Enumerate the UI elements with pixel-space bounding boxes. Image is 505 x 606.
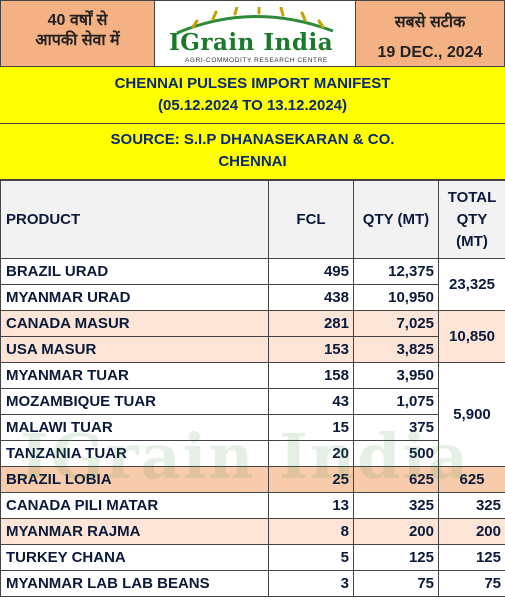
fcl-cell: 20	[268, 440, 354, 467]
source-line1: SOURCE: S.I.P DHANASEKARAN & CO.	[110, 131, 395, 148]
header-fcl: FCL	[268, 180, 354, 259]
fcl-cell: 13	[268, 492, 354, 519]
qty-cell: 12,375	[353, 258, 439, 285]
product-cell: MYANMAR TUAR	[0, 362, 269, 389]
header-total: TOTAL QTY (MT)	[438, 180, 505, 259]
product-cell: BRAZIL LOBIA	[0, 466, 269, 493]
total-cell: 325	[438, 492, 505, 519]
table-row: MYANMAR URAD 438 10,950	[0, 284, 505, 311]
title-line1: CHENNAI PULSES IMPORT MANIFEST	[114, 75, 391, 92]
fcl-cell: 25	[268, 466, 354, 493]
qty-cell: 200	[353, 518, 439, 545]
header-banner: 40 वर्षों से आपकी सेवा में IGrain India …	[0, 0, 505, 67]
product-cell: CANADA MASUR	[0, 310, 269, 337]
fcl-cell: 438	[268, 284, 354, 311]
fcl-cell: 153	[268, 336, 354, 363]
total-cell: 10,850	[438, 310, 505, 363]
product-cell: MOZAMBIQUE TUAR	[0, 388, 269, 415]
igrain-logo: IGrain India AGRI-COMMODITY RESEARCH CEN…	[163, 7, 349, 64]
qty-cell: 1,075	[353, 388, 439, 415]
product-cell: MYANMAR LAB LAB BEANS	[0, 570, 269, 597]
table-row: CANADA MASUR 281 7,025 10,850	[0, 310, 505, 363]
total-cell: 625	[438, 466, 505, 493]
product-cell: TANZANIA TUAR	[0, 440, 269, 467]
fcl-cell: 8	[268, 518, 354, 545]
total-cell: 75	[438, 570, 505, 597]
fcl-cell: 158	[268, 362, 354, 389]
qty-cell: 75	[353, 570, 439, 597]
qty-cell: 325	[353, 492, 439, 519]
table-row: MYANMAR TUAR 158 3,950 5,900	[0, 362, 505, 467]
report-title: CHENNAI PULSES IMPORT MANIFEST (05.12.20…	[0, 67, 505, 124]
brand-tagline: AGRI-COMMODITY RESEARCH CENTRE	[185, 57, 328, 64]
qty-cell: 10,950	[353, 284, 439, 311]
total-cell: 200	[438, 518, 505, 545]
product-cell: CANADA PILI MATAR	[0, 492, 269, 519]
wheat-arc-icon	[176, 7, 334, 35]
header-qty: QTY (MT)	[353, 180, 439, 259]
product-cell: BRAZIL URAD	[0, 258, 269, 285]
qty-cell: 3,825	[353, 336, 439, 363]
qty-cell: 7,025	[353, 310, 439, 337]
table-row: TURKEY CHANA 5 125 125	[0, 544, 505, 571]
qty-cell: 125	[353, 544, 439, 571]
fcl-cell: 15	[268, 414, 354, 441]
header-product: PRODUCT	[0, 180, 269, 259]
total-cell: 125	[438, 544, 505, 571]
qty-cell: 625	[353, 466, 439, 493]
fcl-cell: 281	[268, 310, 354, 337]
table-row: MALAWI TUAR 15 375	[0, 414, 505, 441]
source-line2: CHENNAI	[218, 153, 287, 170]
product-cell: MYANMAR URAD	[0, 284, 269, 311]
total-cell: 5,900	[438, 362, 505, 467]
tagline-box: 40 वर्षों से आपकी सेवा में	[0, 0, 155, 67]
fcl-cell: 495	[268, 258, 354, 285]
fcl-cell: 43	[268, 388, 354, 415]
table-row: TANZANIA TUAR 20 500	[0, 440, 505, 467]
fcl-cell: 5	[268, 544, 354, 571]
report-date: 19 DEC., 2024	[377, 44, 483, 61]
table-row: MYANMAR RAJMA 8 200 200	[0, 518, 505, 545]
table-row: USA MASUR 153 3,825	[0, 336, 505, 363]
qty-cell: 3,950	[353, 362, 439, 389]
import-table: PRODUCT FCL QTY (MT) TOTAL QTY (MT) BRAZ…	[0, 180, 505, 597]
report-source: SOURCE: S.I.P DHANASEKARAN & CO. CHENNAI	[0, 124, 505, 180]
table-row: BRAZIL LOBIA 25 625 625	[0, 466, 505, 493]
logo-box: IGrain India AGRI-COMMODITY RESEARCH CEN…	[155, 0, 355, 67]
table-row: BRAZIL URAD 495 12,375 23,325	[0, 258, 505, 311]
accuracy-tagline: सबसे सटीक	[394, 14, 466, 31]
table-row: MOZAMBIQUE TUAR 43 1,075	[0, 388, 505, 415]
title-line2: (05.12.2024 TO 13.12.2024)	[157, 97, 348, 114]
fcl-cell: 3	[268, 570, 354, 597]
brand-name: IGrain India	[169, 29, 334, 56]
product-cell: MALAWI TUAR	[0, 414, 269, 441]
product-cell: USA MASUR	[0, 336, 269, 363]
table-row: MYANMAR LAB LAB BEANS 3 75 75	[0, 570, 505, 597]
product-cell: MYANMAR RAJMA	[0, 518, 269, 545]
tagline-line1: 40 वर्षों से	[47, 12, 108, 29]
qty-cell: 500	[353, 440, 439, 467]
qty-cell: 375	[353, 414, 439, 441]
tagline-line2: आपकी सेवा में	[35, 32, 120, 49]
date-box: सबसे सटीक 19 DEC., 2024	[355, 0, 505, 67]
table-row: CANADA PILI MATAR 13 325 325	[0, 492, 505, 519]
total-cell: 23,325	[438, 258, 505, 311]
product-cell: TURKEY CHANA	[0, 544, 269, 571]
